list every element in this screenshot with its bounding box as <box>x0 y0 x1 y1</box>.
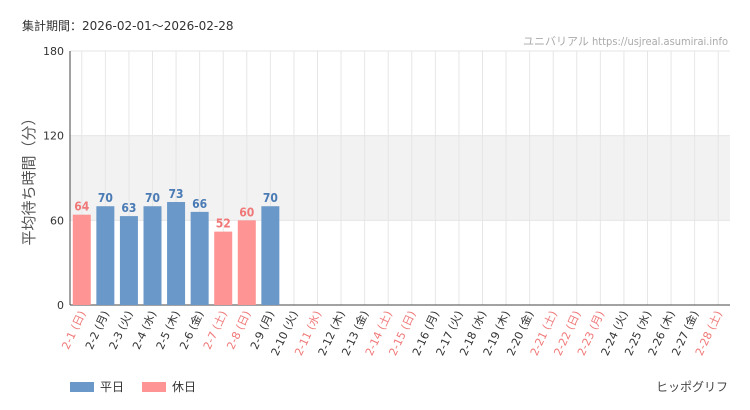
bar <box>119 216 138 305</box>
bar-data-label: 64 <box>74 200 90 214</box>
legend-holiday[interactable]: 休日 <box>142 378 196 395</box>
legend-holiday-label: 休日 <box>172 380 197 394</box>
bar-data-label: 52 <box>216 217 231 231</box>
site-label: ユニバリアル https://usjreal.asumirai.info <box>522 35 728 48</box>
bar <box>143 206 162 305</box>
bar-data-label: 70 <box>263 191 278 205</box>
legend-weekday[interactable]: 平日 <box>70 378 124 395</box>
bar <box>167 201 186 305</box>
bar-data-label: 66 <box>192 197 207 211</box>
bar <box>72 214 91 305</box>
attraction-name: ヒッポグリフ <box>655 380 728 394</box>
legend-weekday-swatch <box>70 381 94 392</box>
y-tick-label: 120 <box>43 130 64 143</box>
bar-data-label: 60 <box>239 205 254 219</box>
period-label: 集計期間：2026-02-01～2026-02-28 <box>22 19 234 33</box>
y-tick-label: 180 <box>43 45 64 58</box>
y-tick-label: 0 <box>57 299 64 312</box>
bar-data-label: 63 <box>121 201 136 215</box>
bar <box>237 220 256 305</box>
bar <box>96 206 115 305</box>
y-tick-label: 60 <box>50 214 64 227</box>
legend: 平日 休日 <box>70 378 196 395</box>
bar-data-label: 70 <box>98 191 113 205</box>
y-axis-title: 平均待ち時間（分） <box>20 110 38 245</box>
bar-data-label: 73 <box>169 187 184 201</box>
legend-weekday-label: 平日 <box>100 380 125 394</box>
bar-data-label: 70 <box>145 191 160 205</box>
legend-holiday-swatch <box>142 381 167 392</box>
bar <box>214 231 233 305</box>
bar <box>190 211 209 305</box>
bar <box>261 206 280 305</box>
